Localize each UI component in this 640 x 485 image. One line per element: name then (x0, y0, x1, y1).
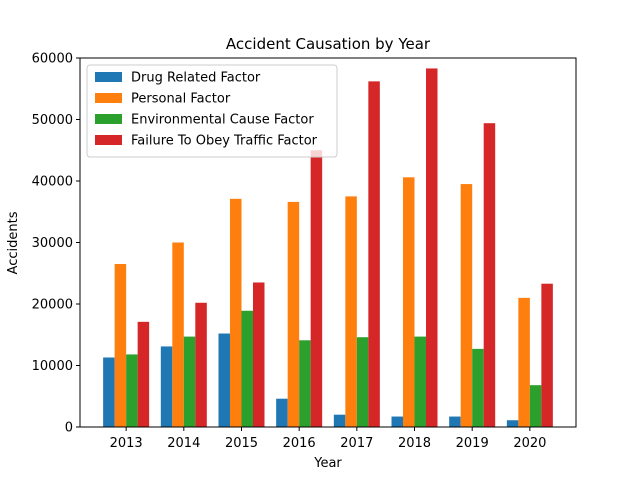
bar-drug-related-factor-2020 (506, 420, 519, 427)
legend-swatch (95, 93, 122, 103)
bar-environmental-cause-factor-2018 (414, 336, 427, 427)
y-tick-label: 20000 (32, 298, 73, 313)
y-tick-label: 10000 (32, 359, 73, 374)
legend-box (86, 64, 338, 158)
y-tick-label: 0 (65, 421, 73, 436)
bar-drug-related-factor-2019 (449, 416, 461, 427)
bar-drug-related-factor-2014 (160, 346, 173, 427)
legend-label: Failure To Obey Traffic Factor (131, 134, 318, 149)
legend-label: Drug Related Factor (131, 71, 261, 86)
bar-environmental-cause-factor-2013 (126, 354, 138, 427)
bar-failure-to-obey-traffic-factor-2018 (426, 68, 438, 427)
bar-environmental-cause-factor-2020 (529, 385, 542, 427)
x-tick-label: 2017 (340, 436, 373, 451)
bar-failure-to-obey-traffic-factor-2015 (252, 282, 265, 427)
bars-layer (103, 68, 553, 428)
y-tick-label: 40000 (32, 175, 73, 190)
bar-personal-factor-2013 (114, 264, 127, 427)
bar-personal-factor-2020 (518, 297, 530, 427)
y-axis-title: Accidents (6, 211, 21, 274)
ticks-layer: 2013 2014 2015 2016 2017 2018 2019 2020 0 10000 20… (32, 52, 547, 452)
bar-environmental-cause-factor-2015 (241, 310, 253, 427)
legend-label: Environmental Cause Factor (131, 113, 314, 128)
bar-failure-to-obey-traffic-factor-2013 (137, 321, 150, 427)
bar-drug-related-factor-2018 (391, 416, 404, 427)
x-tick-label: 2020 (513, 436, 546, 451)
x-axis-title: Year (313, 456, 342, 471)
bar-drug-related-factor-2015 (218, 333, 230, 427)
x-tick-label: 2016 (283, 436, 316, 451)
y-tick-label: 50000 (32, 113, 73, 128)
bar-failure-to-obey-traffic-factor-2017 (368, 81, 380, 428)
legend-swatch (95, 114, 122, 124)
bar-personal-factor-2015 (229, 198, 242, 427)
bar-personal-factor-2019 (460, 184, 473, 427)
bar-drug-related-factor-2016 (276, 398, 288, 427)
y-tick-label: 60000 (32, 52, 73, 67)
bar-environmental-cause-factor-2017 (356, 337, 369, 427)
bar-personal-factor-2016 (287, 201, 300, 427)
x-tick-label: 2019 (456, 436, 489, 451)
bar-drug-related-factor-2017 (333, 414, 346, 427)
bar-environmental-cause-factor-2019 (472, 348, 484, 427)
x-tick-label: 2014 (167, 436, 200, 451)
bar-failure-to-obey-traffic-factor-2019 (483, 123, 496, 427)
bar-failure-to-obey-traffic-factor-2014 (195, 302, 207, 427)
legend: Drug Related Factor Personal Factor Enviro… (86, 64, 338, 158)
y-tick-label: 30000 (32, 236, 73, 251)
bar-environmental-cause-factor-2014 (183, 336, 196, 427)
x-tick-label: 2013 (110, 436, 143, 451)
bar-drug-related-factor-2013 (103, 357, 115, 427)
x-tick-label: 2018 (398, 436, 431, 451)
bar-failure-to-obey-traffic-factor-2020 (541, 283, 553, 427)
legend-swatch (95, 135, 122, 145)
legend-swatch (95, 72, 122, 82)
bar-personal-factor-2018 (403, 177, 415, 427)
bar-failure-to-obey-traffic-factor-2016 (310, 150, 323, 427)
bar-environmental-cause-factor-2016 (299, 340, 311, 427)
x-tick-label: 2015 (225, 436, 258, 451)
chart-title: Accident Causation by Year (226, 35, 431, 53)
bar-personal-factor-2014 (172, 242, 184, 427)
plot-frame (79, 57, 577, 428)
legend-label: Personal Factor (131, 92, 231, 107)
bar-personal-factor-2017 (345, 196, 357, 428)
